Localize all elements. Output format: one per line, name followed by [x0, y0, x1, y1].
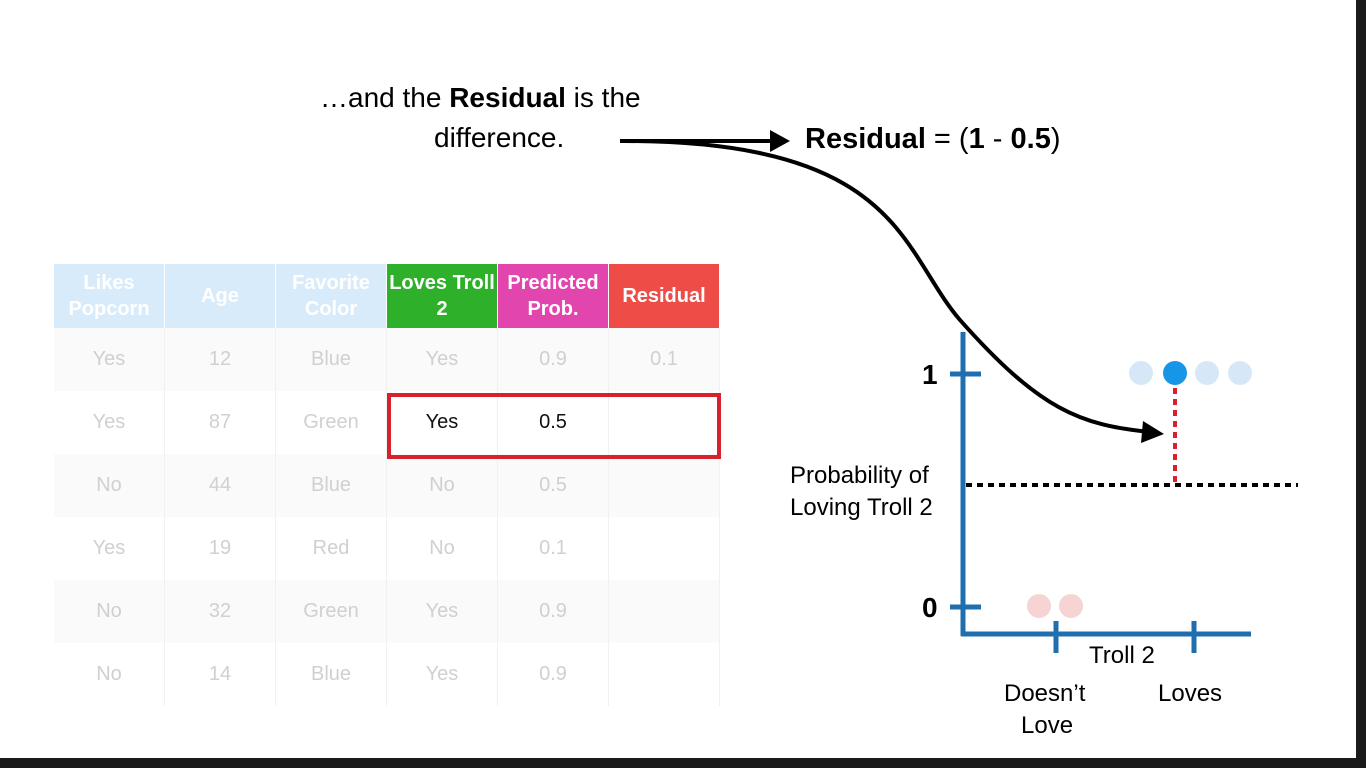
- residual-formula: Residual = (1 - 0.5): [805, 119, 1061, 159]
- table-cell: No: [386, 517, 498, 580]
- table-cell: Yes: [54, 517, 165, 580]
- table-cell: 0.1: [497, 517, 609, 580]
- table-cell: 0.5: [497, 454, 609, 517]
- x-axis-label: Troll 2: [1089, 642, 1155, 669]
- formula-minus: -: [984, 123, 1011, 155]
- table-cell: 44: [164, 454, 276, 517]
- arrow-to-point-head: [1141, 421, 1164, 443]
- data-table: Likes Popcorn Age Favorite Color Loves Trol…: [54, 264, 720, 706]
- data-point-faded: [1129, 361, 1153, 385]
- table-cell: Red: [275, 517, 387, 580]
- data-point-zero: [1027, 594, 1051, 618]
- y-axis-label-line-1: Probability of: [790, 462, 929, 489]
- highlight-box: [387, 393, 721, 459]
- arrow-to-point: [619, 138, 1151, 434]
- table-cell: No: [386, 454, 498, 517]
- table-cell: 0.5: [497, 391, 609, 454]
- table-header-cell: Likes Popcorn: [54, 264, 165, 328]
- data-point-faded: [1228, 361, 1252, 385]
- y-axis-label-line-2: Loving Troll 2: [790, 494, 933, 521]
- table-cell: [608, 580, 720, 643]
- x-category-left-line-1: Doesn’t: [1004, 680, 1086, 707]
- table-cell: 19: [164, 517, 276, 580]
- caption-line-1: …and the Residual is the: [320, 78, 641, 118]
- table-cell: 0.9: [497, 643, 609, 706]
- table-cell: 32: [164, 580, 276, 643]
- formula-predicted: 0.5: [1010, 123, 1051, 155]
- table-cell: 0.1: [608, 328, 720, 391]
- table-cell: 0.9: [497, 580, 609, 643]
- data-point-faded: [1195, 361, 1219, 385]
- table-cell: Yes: [54, 391, 165, 454]
- table-cell: [608, 454, 720, 517]
- table-cell: Yes: [386, 580, 498, 643]
- table-cell: Green: [275, 391, 387, 454]
- data-point-zero: [1059, 594, 1083, 618]
- table-header-cell: Favorite Color: [275, 264, 387, 328]
- y-tick-label-0: 0: [922, 592, 938, 623]
- x-category-left-line-2: Love: [1021, 712, 1074, 739]
- right-edge-bar: [1356, 0, 1366, 768]
- table-cell: 87: [164, 391, 276, 454]
- table-cell: No: [54, 454, 165, 517]
- table-cell: Yes: [386, 643, 498, 706]
- table-cell: Yes: [386, 328, 498, 391]
- table-header-cell: Residual: [608, 264, 720, 328]
- y-tick-label-1: 1: [922, 359, 938, 390]
- table-cell: Green: [275, 580, 387, 643]
- formula-close: ): [1050, 123, 1061, 155]
- table-header-row: Likes Popcorn Age Favorite Color Loves Trol…: [54, 264, 720, 328]
- arrow-to-formula-head: [770, 130, 790, 152]
- table-cell: Yes: [386, 391, 498, 454]
- table-header-cell: Age: [164, 264, 276, 328]
- table-cell: No: [54, 580, 165, 643]
- table-row: No 44 Blue No 0.5: [54, 454, 720, 517]
- caption-text: is the: [565, 82, 641, 113]
- caption-line-2: difference.: [434, 122, 565, 153]
- table-cell: 12: [164, 328, 276, 391]
- data-point-highlighted: [1163, 361, 1187, 385]
- table-row: Yes 87 Green Yes 0.5: [54, 391, 720, 454]
- bottom-edge-bar: [0, 758, 1366, 768]
- table-cell: Blue: [275, 454, 387, 517]
- table-header-cell: Loves Troll 2: [386, 264, 498, 328]
- table-body: Yes 12 Blue Yes 0.9 0.1 Yes 87 Green Yes 0.5 No 44 Bl…: [54, 328, 720, 706]
- table-cell: Yes: [54, 328, 165, 391]
- caption-bold-term: Residual: [449, 82, 566, 113]
- table-row: No 14 Blue Yes 0.9: [54, 643, 720, 706]
- table-cell: No: [54, 643, 165, 706]
- table-cell: 14: [164, 643, 276, 706]
- table-cell: [608, 643, 720, 706]
- table-cell: Blue: [275, 328, 387, 391]
- formula-observed: 1: [968, 123, 985, 155]
- table-cell: [608, 391, 720, 454]
- table-header-cell: Predicted Prob.: [497, 264, 609, 328]
- table-cell: Blue: [275, 643, 387, 706]
- table-row: No 32 Green Yes 0.9: [54, 580, 720, 643]
- table-row: Yes 12 Blue Yes 0.9 0.1: [54, 328, 720, 391]
- formula-equals: = (: [925, 123, 969, 155]
- caption-text: …and the: [320, 82, 450, 113]
- formula-label: Residual: [805, 123, 926, 155]
- x-category-right: Loves: [1158, 680, 1223, 707]
- table-row: Yes 19 Red No 0.1: [54, 517, 720, 580]
- table-cell: [608, 517, 720, 580]
- table-cell: 0.9: [497, 328, 609, 391]
